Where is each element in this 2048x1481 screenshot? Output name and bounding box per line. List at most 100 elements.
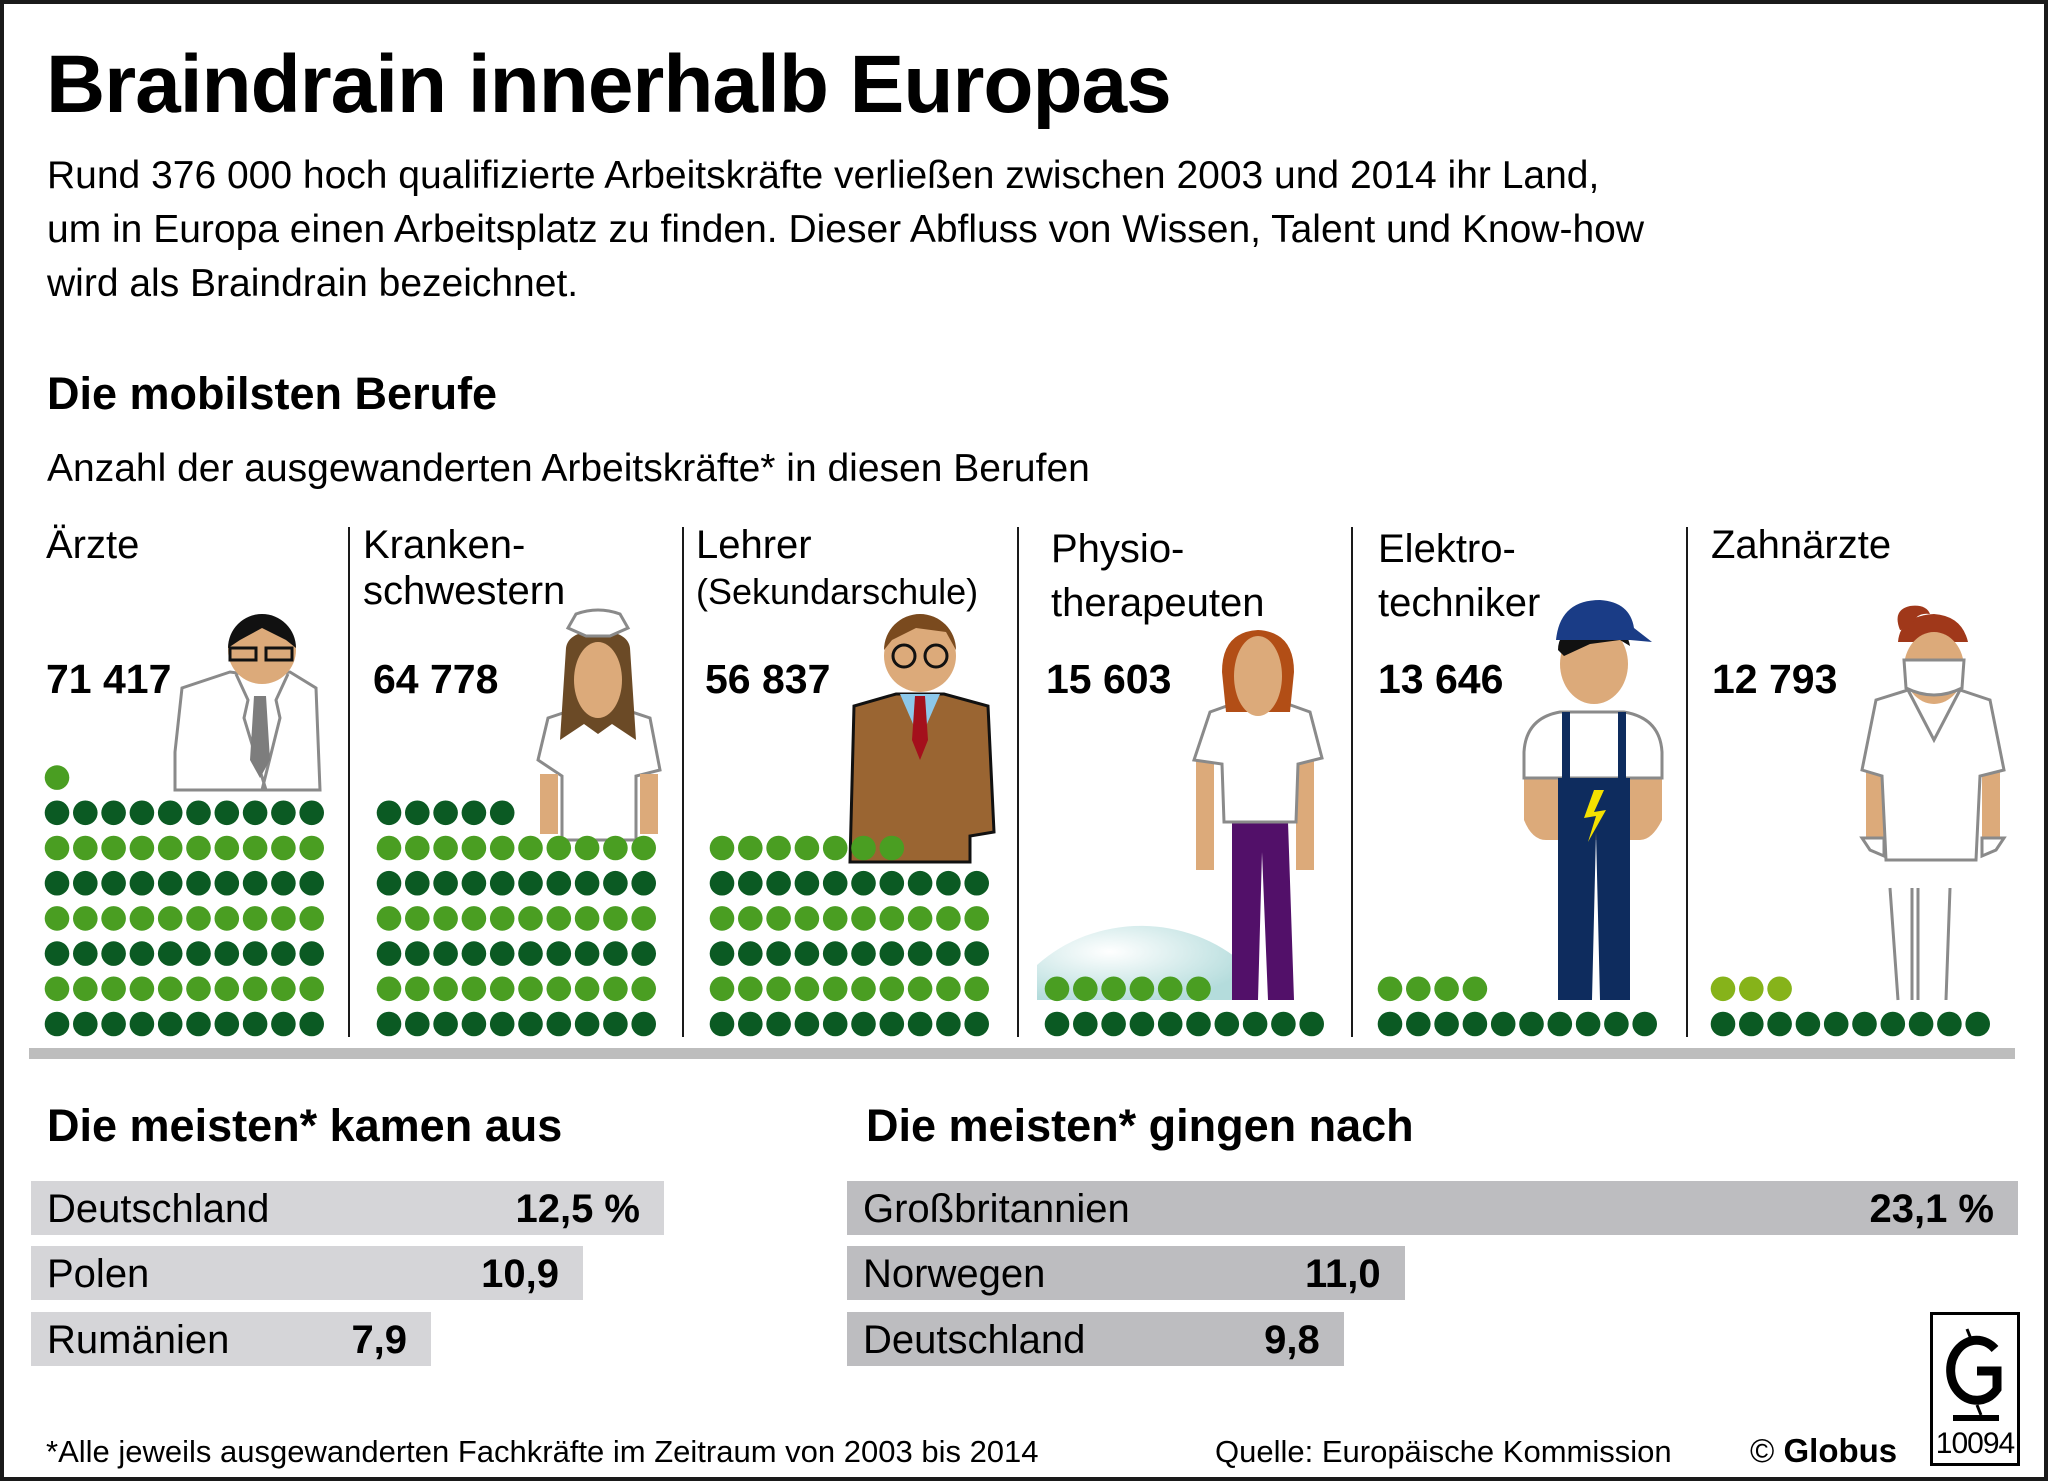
- dot-mark: [1795, 1011, 1821, 1037]
- dot-mark: [709, 906, 735, 931]
- dot-mark: [546, 1011, 572, 1037]
- origin-heading: Die meisten* kamen aus: [47, 1100, 563, 1151]
- dot-mark: [214, 941, 240, 966]
- dot-mark: [603, 1011, 628, 1037]
- dot-mark: [186, 870, 211, 896]
- dot-mark: [766, 835, 791, 861]
- dot-mark: [518, 941, 543, 966]
- dot-mark: [851, 835, 876, 861]
- dot-mark: [1490, 1011, 1516, 1037]
- dot-mark: [822, 976, 848, 1002]
- dot-mark: [1377, 1011, 1403, 1037]
- column-divider: [1686, 527, 1688, 1037]
- dot-mark: [879, 835, 905, 861]
- dot-mark: [461, 941, 487, 966]
- destination-bar-label: Deutschland: [863, 1318, 1086, 1362]
- destination-bar: Norwegen 11,0: [847, 1246, 1405, 1300]
- dot-mark: [1242, 1011, 1268, 1037]
- dot-mark: [242, 976, 268, 1002]
- dot-mark: [433, 976, 458, 1002]
- dot-mark: [631, 941, 656, 966]
- dot-mark: [214, 976, 240, 1002]
- dot-mark: [631, 870, 656, 896]
- intro-line-1: Rund 376 000 hoch qualifizierte Arbeitsk…: [47, 154, 1600, 197]
- origin-bar: Polen 10,9: [31, 1246, 583, 1300]
- dot-mark: [129, 976, 155, 1002]
- dot-mark: [73, 1011, 98, 1037]
- intro-line-3: wird als Braindrain bezeichnet.: [47, 262, 579, 305]
- dot-mark: [794, 976, 820, 1002]
- origin-bar: Deutschland 12,5 %: [31, 1181, 664, 1235]
- dot-mark: [489, 1011, 515, 1037]
- origin-bar-label: Polen: [47, 1252, 150, 1296]
- column-label-physiotherapeuten: Physio-therapeuten: [1051, 527, 1265, 625]
- dot-mark: [794, 1011, 820, 1037]
- copyright: © Globus: [1750, 1432, 1898, 1469]
- dot-mark: [157, 906, 183, 931]
- dot-mark: [214, 870, 240, 896]
- column-label-zahnaerzte: Zahnärzte: [1711, 523, 1892, 567]
- dot-mark: [738, 906, 763, 931]
- dot-mark: [738, 941, 763, 966]
- dot-mark: [574, 941, 600, 966]
- nurse-figure-icon: [536, 608, 662, 842]
- origin-bar-value: 7,9: [351, 1318, 408, 1362]
- dot-mark: [242, 870, 268, 896]
- dot-mark: [1462, 1011, 1488, 1037]
- value-label-physiotherapeuten: 15 603: [1046, 656, 1172, 702]
- dot-mark: [299, 1011, 325, 1037]
- dot-mark: [822, 906, 848, 931]
- dot-mark: [242, 800, 268, 826]
- dot-mark: [376, 870, 402, 896]
- destination-bar-value: 23,1 %: [1869, 1187, 1994, 1231]
- dot-mark: [101, 800, 126, 826]
- dot-mark: [44, 976, 70, 1002]
- dot-mark: [157, 800, 183, 826]
- dot-mark: [574, 1011, 600, 1037]
- dot-mark: [186, 976, 211, 1002]
- dot-mark: [73, 941, 98, 966]
- dot-mark: [1823, 1011, 1849, 1037]
- dot-mark: [157, 976, 183, 1002]
- dot-mark: [574, 835, 600, 861]
- destination-bar-value: 11,0: [1304, 1252, 1381, 1296]
- dot-mark: [1632, 1011, 1657, 1037]
- dot-mark: [936, 941, 961, 966]
- teacher-figure-icon: [848, 614, 996, 864]
- dot-mark: [738, 976, 763, 1002]
- dot-mark: [1767, 1011, 1792, 1037]
- dot-mark: [851, 941, 876, 966]
- dot-mark: [101, 1011, 126, 1037]
- dot-mark: [907, 870, 933, 896]
- dot-mark: [631, 1011, 656, 1037]
- origin-bar-value: 12,5 %: [515, 1187, 640, 1231]
- dot-mark: [186, 1011, 211, 1037]
- column-divider: [348, 527, 350, 1037]
- dot-mark: [489, 906, 515, 931]
- dot-mark: [822, 941, 848, 966]
- lightning-bolt-icon: [1584, 790, 1606, 842]
- dot-mark: [44, 765, 70, 790]
- professions-subheading: Anzahl der ausgewanderten Arbeitskräfte*…: [47, 447, 1090, 490]
- dot-mark: [186, 906, 211, 931]
- dot-mark: [271, 835, 296, 861]
- doctor-figure-icon: [173, 614, 322, 792]
- dot-mark: [129, 1011, 155, 1037]
- value-label-krankenschwestern: 64 778: [373, 656, 499, 702]
- dot-mark: [1547, 1011, 1573, 1037]
- dot-mark: [433, 870, 458, 896]
- dot-mark: [709, 870, 735, 896]
- dot-mark: [129, 835, 155, 861]
- dot-mark: [1908, 1011, 1934, 1037]
- origin-bar-value: 10,9: [481, 1252, 559, 1296]
- value-label-lehrer: 56 837: [705, 656, 831, 702]
- destination-bar-label: Großbritannien: [863, 1187, 1130, 1231]
- dot-mark: [631, 906, 656, 931]
- dot-mark: [603, 835, 628, 861]
- dot-group-2: [709, 835, 989, 1037]
- dot-mark: [518, 870, 543, 896]
- dentist-figure-icon: [1859, 605, 2007, 1001]
- column-divider: [1351, 527, 1353, 1037]
- intro-line-2: um in Europa einen Arbeitsplatz zu finde…: [47, 208, 1645, 251]
- dot-mark: [44, 906, 70, 931]
